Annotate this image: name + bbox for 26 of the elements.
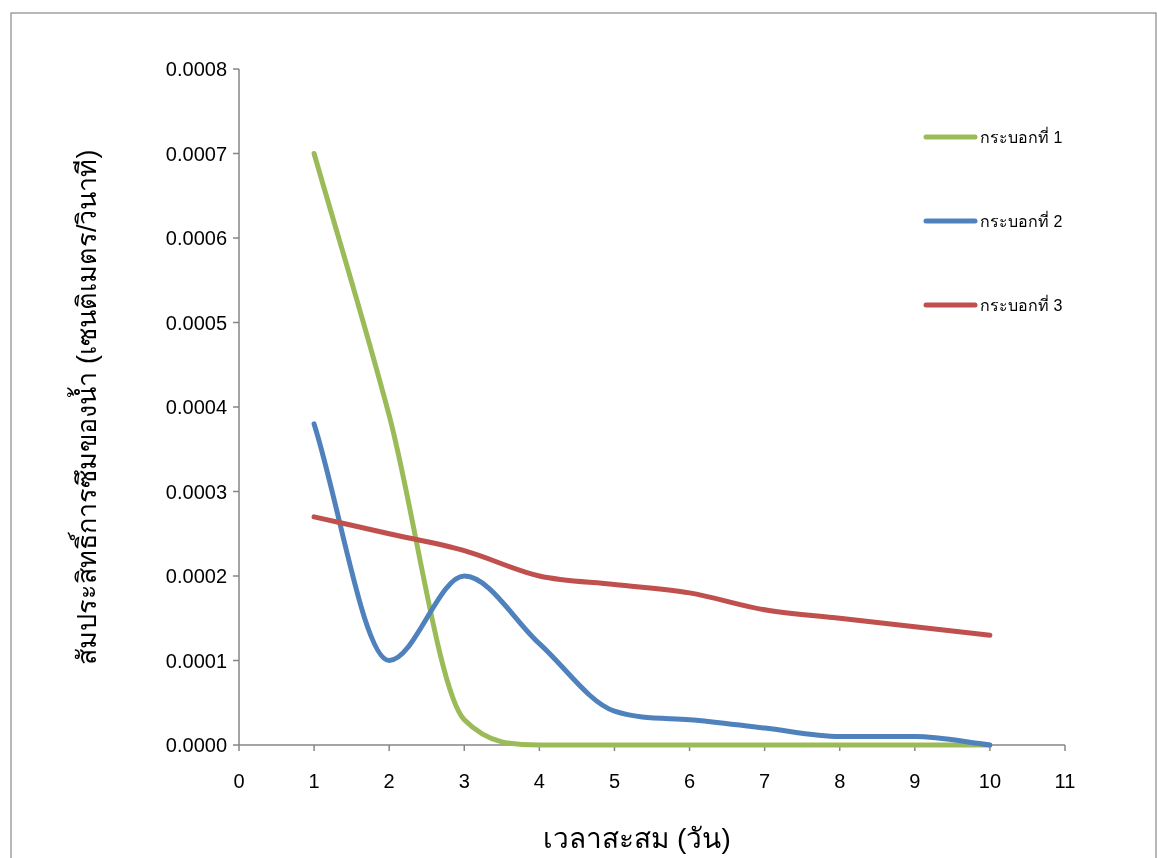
legend-label: กระบอกที่ 3 [980,294,1063,314]
x-tick-label: 0 [233,770,245,792]
y-tick-label: 0.0002 [165,565,227,587]
y-axis-title: สัมประสิทธิ์การซึมของน้ำ (เซนติเมตร/วินาที) [67,149,102,665]
x-tick-label: 5 [608,770,621,792]
y-tick-label: 0.0006 [165,227,227,249]
x-tick-label: 6 [683,770,696,792]
y-tick-label: 0.0000 [165,734,227,756]
x-tick-label: 11 [1054,770,1076,792]
y-tick-label: 0.0003 [165,480,227,503]
y-tick-label: 0.0007 [165,142,227,165]
x-tick-label: 1 [308,770,320,792]
legend-label: กระบอกที่ 1 [980,126,1063,146]
x-tick-label: 7 [759,770,771,792]
x-tick-label: 10 [978,770,1002,792]
x-tick-label: 4 [533,770,545,792]
y-tick-label: 0.0001 [165,649,227,672]
x-tick-label: 2 [383,770,395,792]
x-tick-label: 8 [834,770,846,792]
y-tick-label: 0.0004 [165,396,227,418]
y-tick-label: 0.0008 [165,58,227,80]
x-axis-title: เวลาสะสม (วัน) [543,823,731,854]
x-tick-label: 9 [909,770,921,792]
legend-label: กระบอกที่ 2 [980,210,1063,230]
x-tick-label: 3 [458,770,470,792]
y-tick-label: 0.0005 [165,311,227,334]
